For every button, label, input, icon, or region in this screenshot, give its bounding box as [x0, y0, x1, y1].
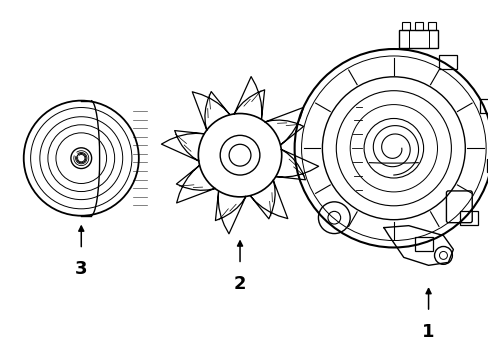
Text: 3: 3 — [75, 260, 88, 278]
Text: 1: 1 — [422, 323, 435, 341]
Text: 2: 2 — [234, 275, 246, 293]
